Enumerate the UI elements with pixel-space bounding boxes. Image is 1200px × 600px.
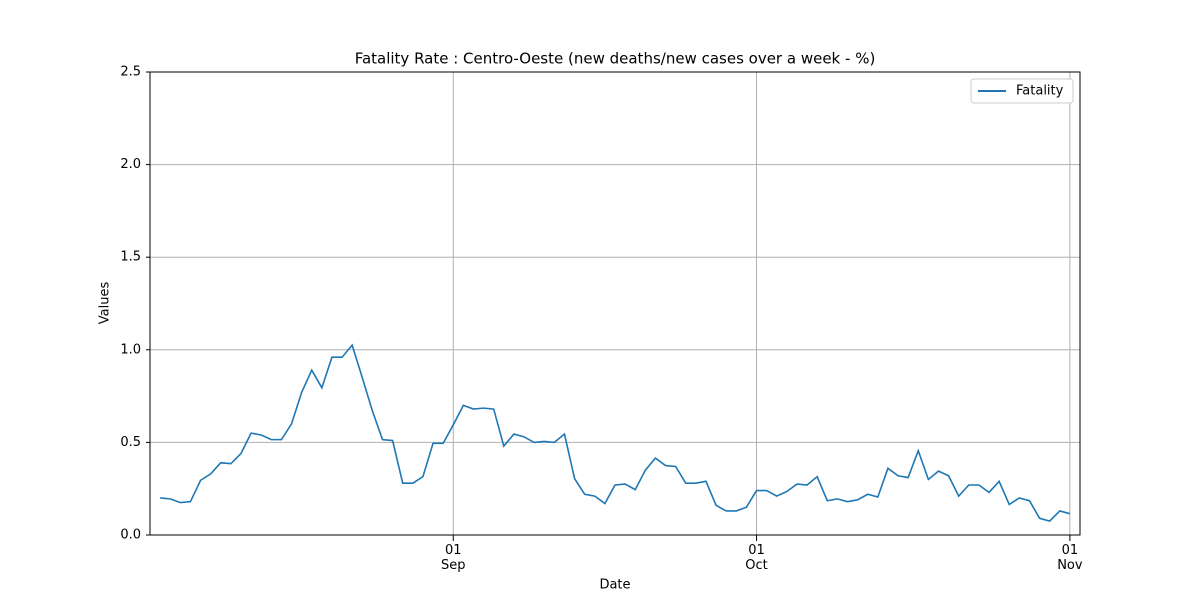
x-axis-label: Date [599, 578, 630, 593]
axes-frame [149, 71, 1081, 536]
y-tick-label: 0.0 [120, 528, 141, 543]
y-axis-label: Values [98, 282, 113, 325]
y-tick-label: 1.0 [120, 342, 141, 357]
chart-title: Fatality Rate : Centro-Oeste (new deaths… [355, 50, 876, 68]
x-tick-label: 01 Nov [1057, 543, 1083, 573]
y-tick-label: 0.5 [120, 435, 141, 450]
legend-label: Fatality [1016, 84, 1064, 99]
legend: Fatality [970, 78, 1074, 104]
data-line [160, 343, 1071, 523]
x-tick-label: 01 Oct [745, 543, 768, 573]
y-tick-label: 2.0 [120, 157, 141, 172]
y-tick-label: 1.5 [120, 250, 141, 265]
x-tick-label: 01 Sep [440, 543, 466, 573]
y-tick-label: 2.5 [120, 65, 141, 80]
legend-box [970, 78, 1074, 104]
